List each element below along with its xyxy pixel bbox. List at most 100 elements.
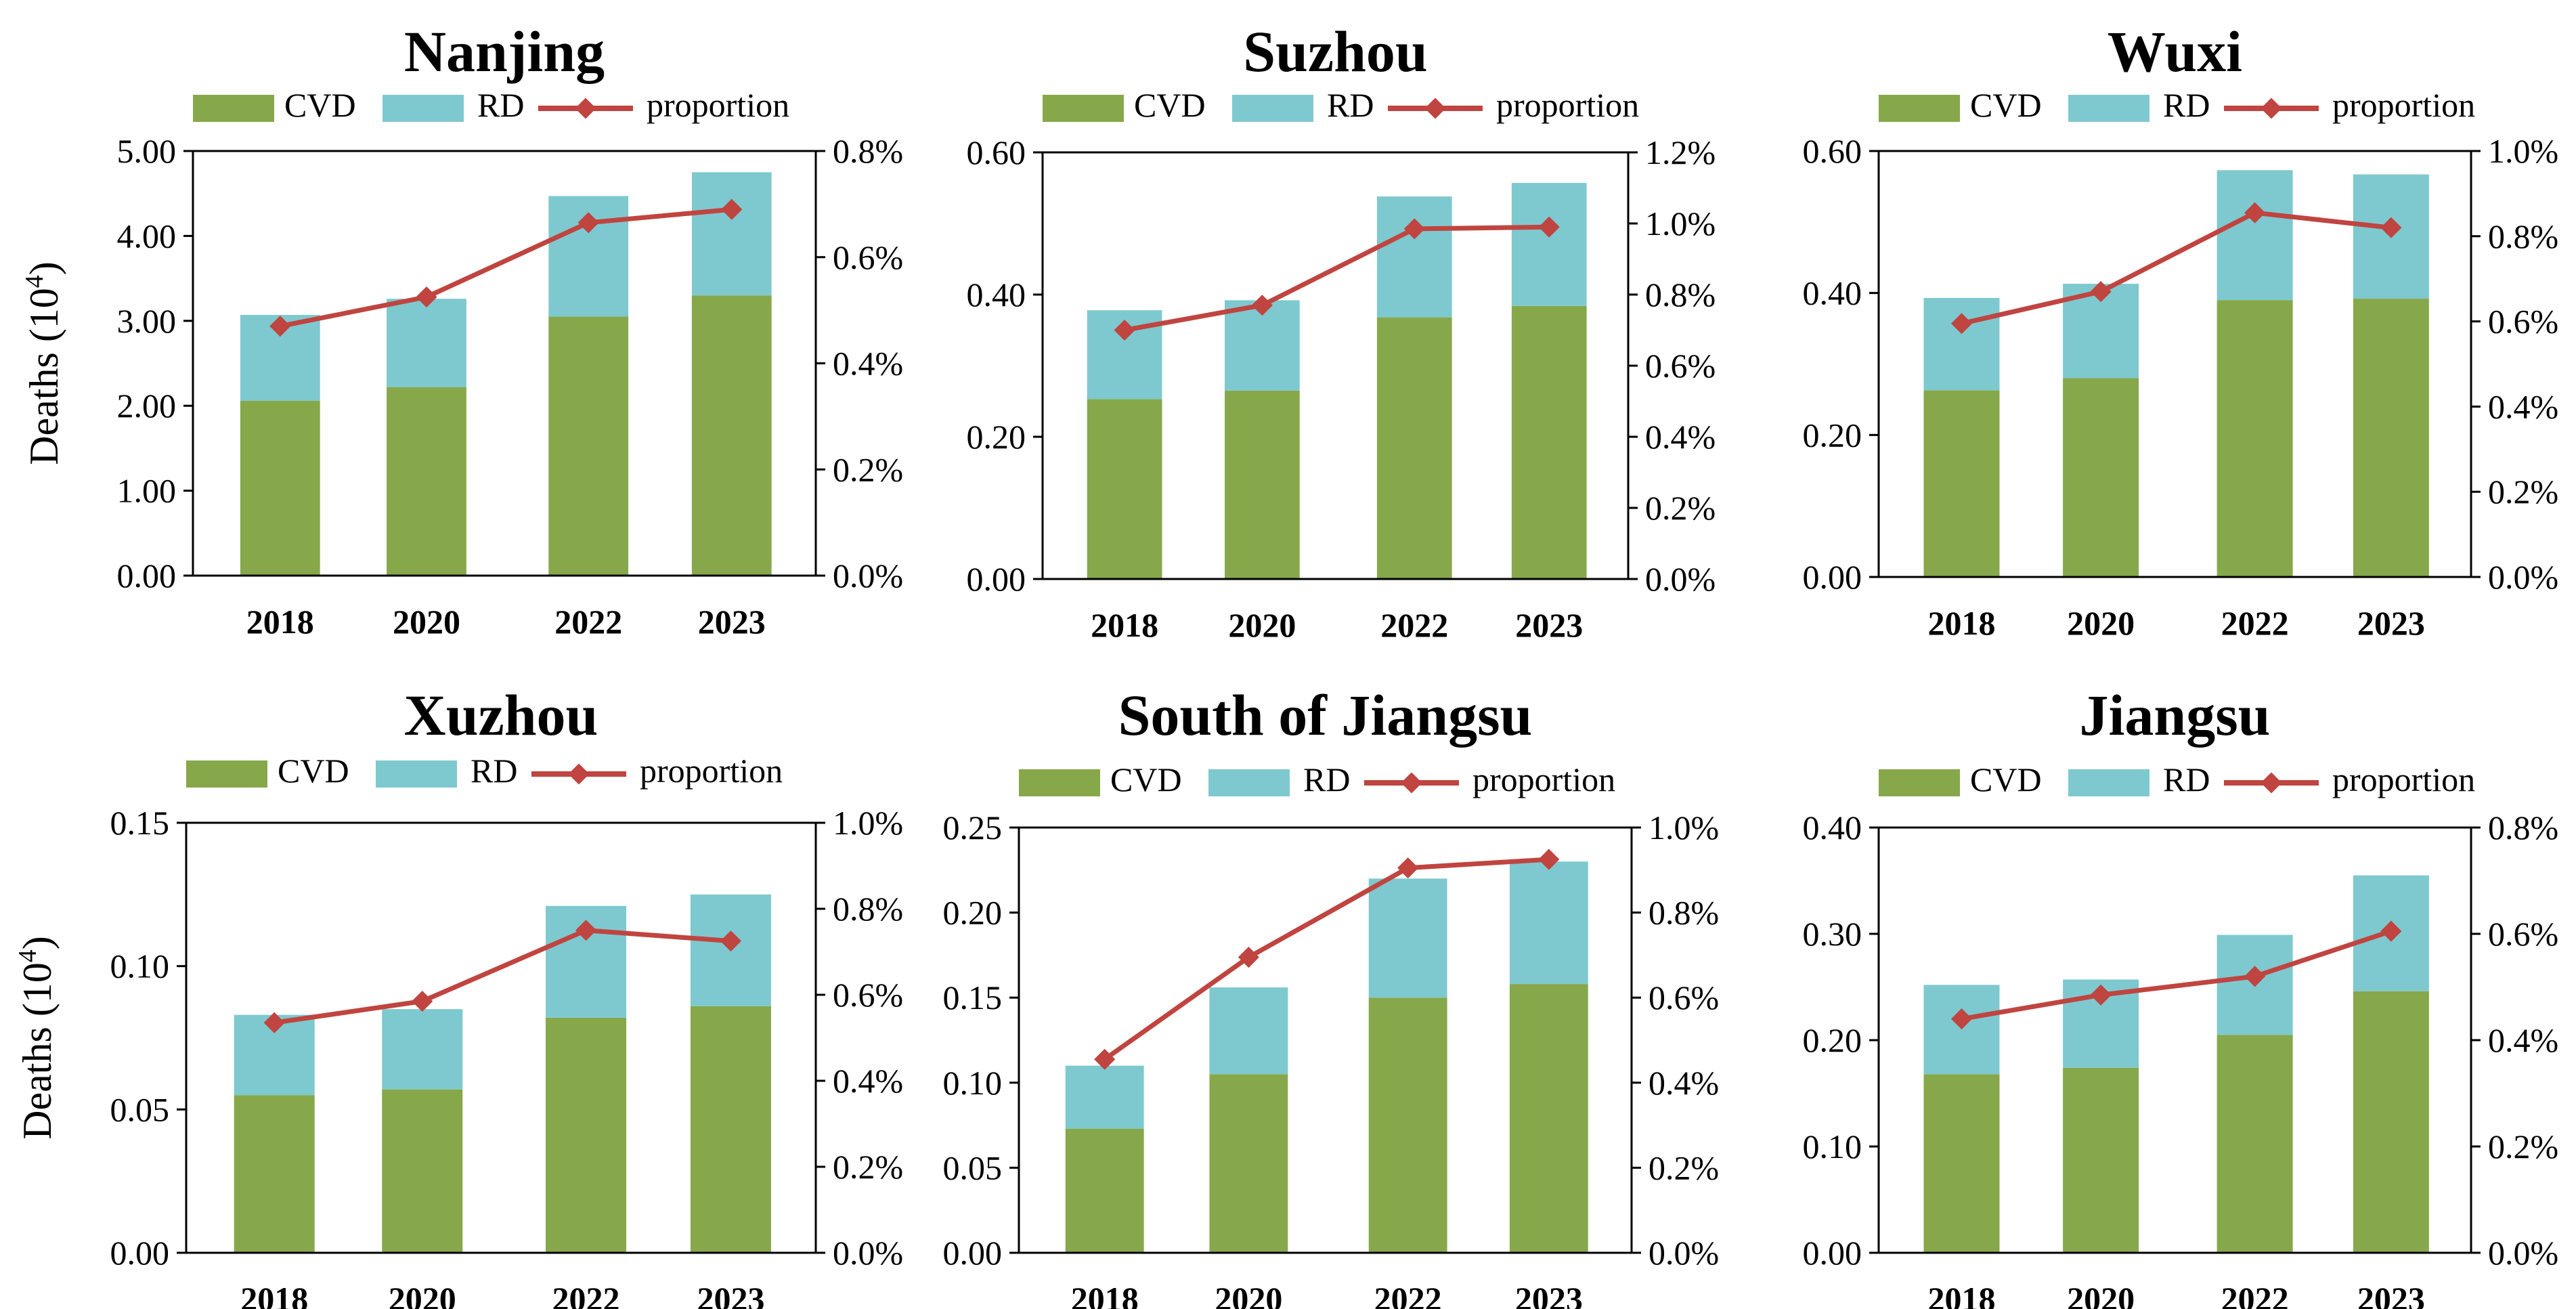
y-tick-label: 0.00 bbox=[967, 560, 1026, 598]
chart-panel-1: Suzhou CVD RD proportion 2018 2020 2022 2023 0.0… bbox=[967, 19, 1716, 644]
proportion-point-2020 bbox=[412, 990, 433, 1012]
proportion-point-2018 bbox=[263, 1012, 285, 1033]
bar-cvd-2023 bbox=[691, 295, 772, 576]
y-tick-label: 0.20 bbox=[1803, 416, 1862, 454]
chart-title: Suzhou bbox=[1243, 19, 1428, 84]
legend-swatch-cvd bbox=[1879, 95, 1960, 122]
y2-tick-label: 0.6% bbox=[2488, 915, 2558, 953]
y-tick-label: 2.00 bbox=[117, 387, 177, 425]
proportion-point-2023 bbox=[721, 198, 743, 220]
legend: CVD RD proportion bbox=[186, 752, 783, 790]
y-tick-label: 4.00 bbox=[117, 217, 177, 255]
y2-tick-label: 0.0% bbox=[1645, 560, 1716, 598]
y-tick-label: 0.40 bbox=[1803, 274, 1862, 312]
y-tick-label: 0.10 bbox=[1803, 1128, 1862, 1165]
bar-cvd-2020 bbox=[387, 387, 466, 576]
chart-title: Jiangsu bbox=[2079, 683, 2270, 748]
x-tick-label: 2020 bbox=[393, 603, 460, 641]
bar-cvd-2018 bbox=[240, 400, 320, 576]
y2-tick-label: 0.8% bbox=[1649, 894, 1719, 932]
y2-tick-label: 0.4% bbox=[1645, 418, 1716, 456]
legend-swatch-rd bbox=[376, 760, 457, 788]
x-tick-label: 2022 bbox=[1380, 606, 1448, 644]
plot-frame bbox=[1018, 826, 1633, 1254]
y-tick-label: 0.15 bbox=[943, 979, 1003, 1016]
bar-cvd-2023 bbox=[2353, 991, 2429, 1253]
legend-marker-proportion bbox=[2261, 98, 2282, 119]
proportion-point-2018 bbox=[1114, 319, 1135, 341]
bar-cvd-2018 bbox=[234, 1095, 315, 1253]
y2-tick-label: 0.8% bbox=[833, 890, 903, 928]
bar-cvd-2018 bbox=[1923, 390, 2000, 577]
x-tick-label: 2020 bbox=[2067, 1280, 2135, 1309]
legend-label-cvd: CVD bbox=[1970, 760, 2042, 798]
bar-rd-2020 bbox=[387, 299, 466, 387]
legend-swatch-rd bbox=[2068, 95, 2149, 122]
proportion-point-2023 bbox=[720, 930, 742, 952]
bar-cvd-2022 bbox=[2217, 300, 2293, 577]
plot-frame bbox=[1877, 150, 2472, 578]
proportion-point-2022 bbox=[2244, 966, 2266, 987]
x-tick-label: 2022 bbox=[2221, 604, 2289, 642]
y2-tick-label: 0.2% bbox=[2488, 1128, 2558, 1165]
x-tick-label: 2020 bbox=[2067, 604, 2135, 642]
legend: CVD RD proportion bbox=[1043, 86, 1639, 124]
y2-tick-label: 0.6% bbox=[2488, 303, 2558, 341]
x-tick-label: 2023 bbox=[698, 603, 766, 641]
proportion-line bbox=[274, 928, 731, 1025]
bar-cvd-2018 bbox=[1065, 1128, 1144, 1253]
proportion-line bbox=[1103, 857, 1550, 1062]
x-tick-label: 2022 bbox=[2221, 1280, 2289, 1309]
legend-label-cvd: CVD bbox=[284, 86, 356, 124]
y-tick-label: 0.15 bbox=[110, 804, 170, 842]
y2-tick-label: 0.2% bbox=[833, 450, 903, 488]
bar-cvd-2022 bbox=[548, 316, 629, 576]
y2-tick-label: 0.2% bbox=[833, 1148, 903, 1186]
bar-rd-2018 bbox=[1923, 985, 2000, 1075]
bar-rd-2023 bbox=[1509, 861, 1588, 985]
y-tick-label: 1.00 bbox=[117, 472, 177, 510]
legend-label-proportion: proportion bbox=[1472, 760, 1615, 798]
x-tick-label: 2023 bbox=[2357, 1280, 2425, 1309]
proportion-point-2018 bbox=[269, 316, 291, 337]
legend-label-proportion: proportion bbox=[2332, 86, 2475, 124]
x-tick-label: 2022 bbox=[1374, 1280, 1442, 1309]
legend: CVD RD proportion bbox=[1879, 86, 2475, 124]
legend-marker-proportion bbox=[1401, 772, 1422, 794]
proportion-point-2022 bbox=[577, 212, 599, 234]
y-tick-label: 0.20 bbox=[967, 418, 1026, 456]
y2-tick-label: 0.4% bbox=[833, 345, 903, 383]
proportion-point-2022 bbox=[1403, 218, 1425, 240]
legend-swatch-rd bbox=[1232, 95, 1313, 122]
y-axis-label-sup: 4 bbox=[20, 275, 49, 288]
bar-cvd-2020 bbox=[2063, 378, 2139, 577]
bar-cvd-2022 bbox=[1376, 317, 1452, 579]
bar-cvd-2018 bbox=[1087, 399, 1162, 579]
legend-label-rd: RD bbox=[2163, 86, 2210, 124]
y2-tick-label: 1.0% bbox=[2488, 132, 2558, 170]
y-tick-label: 0.30 bbox=[1803, 915, 1862, 953]
chart-panel-2: Wuxi CVD RD proportion 2018 2020 2022 2023 0.00 0… bbox=[1803, 19, 2559, 642]
proportion-point-2018 bbox=[1950, 313, 1973, 335]
legend: CVD RD proportion bbox=[1879, 760, 2475, 798]
x-tick-label: 2023 bbox=[697, 1280, 764, 1309]
legend-marker-proportion bbox=[575, 98, 596, 119]
proportion-point-2020 bbox=[2090, 281, 2112, 303]
y2-tick-label: 0.8% bbox=[2488, 217, 2558, 255]
bar-cvd-2018 bbox=[1923, 1074, 2000, 1253]
legend-swatch-rd bbox=[383, 95, 464, 122]
proportion-point-2020 bbox=[2090, 984, 2112, 1006]
bar-cvd-2022 bbox=[2217, 1035, 2293, 1253]
legend-swatch-rd bbox=[1208, 769, 1290, 796]
y-axis-label: Deaths (104) bbox=[20, 261, 66, 465]
x-tick-label: 2018 bbox=[1928, 604, 1996, 642]
y-axis-label-sup: 4 bbox=[14, 949, 42, 962]
legend-marker-proportion bbox=[568, 763, 590, 785]
y-tick-label: 0.00 bbox=[1803, 1234, 1862, 1272]
legend-label-rd: RD bbox=[1327, 86, 1374, 124]
bar-rd-2023 bbox=[691, 172, 772, 296]
proportion-point-2023 bbox=[1538, 216, 1560, 238]
proportion-line bbox=[1124, 224, 1550, 332]
legend-label-rd: RD bbox=[477, 86, 524, 124]
x-tick-label: 2018 bbox=[1071, 1280, 1139, 1309]
